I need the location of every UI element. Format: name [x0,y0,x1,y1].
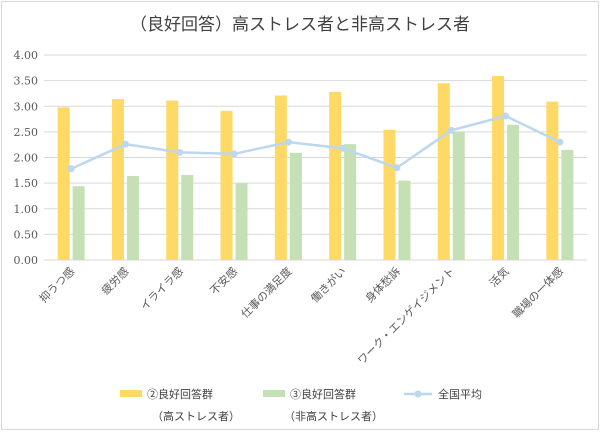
chart-title: （良好回答）高ストレス者と非高ストレス者 [130,15,470,35]
x-tick-label: 疲労感 [98,264,131,297]
y-tick-label: 3.00 [14,100,39,113]
national-average-point [393,164,401,172]
legend-sublabel-high-stress: （高ストレス者） [152,409,240,423]
bar-high-stress [329,91,342,261]
legend-sublabel-non-high-stress: （非高ストレス者） [284,409,383,423]
national-average-point [502,112,510,120]
legend-marker-national-average [414,390,422,398]
bar-high-stress [546,101,559,260]
y-tick-label: 2.50 [14,126,39,139]
y-tick-label: 2.00 [14,152,39,165]
bar-non-high-stress [289,152,302,260]
bar-high-stress [492,76,505,260]
bar-non-high-stress [235,183,248,260]
y-tick-label: 1.50 [14,177,39,190]
national-average-point [339,144,347,152]
bar-non-high-stress [126,175,139,260]
x-tick-label: 抑うつ感 [36,264,77,305]
bar-non-high-stress [72,186,85,260]
legend-swatch-high-stress [120,390,142,397]
bar-high-stress [383,129,396,260]
legend-swatch-non-high-stress [263,390,285,397]
bar-non-high-stress [561,149,574,260]
y-tick-label: 0.50 [14,228,39,241]
national-average-polyline [70,114,561,170]
legend: ②良好回答群 （高ストレス者） ③良好回答群 （非高ストレス者） 全国平均 [120,387,482,423]
bars [57,76,574,261]
legend-label-high-stress: ②良好回答群 [147,387,213,401]
bar-non-high-stress [507,124,520,260]
y-axis-ticks: 0.00 0.50 1.00 1.50 2.00 2.50 3.00 3.50 4.00 [14,49,39,267]
bar-high-stress [437,83,450,260]
bar-high-stress [220,110,233,260]
bar-non-high-stress [181,174,194,260]
y-tick-label: 0.00 [14,254,39,267]
bar-non-high-stress [452,131,465,260]
y-tick-label: 3.50 [14,75,39,88]
x-tick-label: 身体愁訴 [362,264,403,305]
bar-non-high-stress [344,144,357,260]
national-average-point [284,138,292,146]
legend-label-national-average: 全国平均 [438,387,482,401]
y-tick-label: 1.00 [14,203,39,216]
x-tick-label: 職場の一体感 [509,264,566,321]
national-average-point [556,138,564,146]
gridlines [44,54,587,261]
x-tick-label: 活気 [486,264,511,289]
x-tick-label: ワーク・エンゲイジメント [355,265,457,367]
national-average-point [176,148,184,156]
national-average-point [67,165,75,173]
legend-label-non-high-stress: ③良好回答群 [290,387,356,401]
national-average-point [447,126,455,134]
bar-high-stress [111,99,124,260]
national-average-point [230,150,238,158]
y-tick-label: 4.00 [14,49,39,62]
bar-high-stress [166,100,179,260]
bar-non-high-stress [398,180,411,260]
x-tick-label: 不安感 [207,264,240,297]
x-tick-label: イライラ感 [138,265,186,313]
x-tick-label: 働きがい [308,264,349,305]
bar-high-stress [57,107,70,261]
x-tick-label: 仕事の満足度 [238,264,295,321]
national-average-point [121,140,129,148]
bar-line-chart: （良好回答）高ストレス者と非高ストレス者 0.00 0.50 1.00 1.50 2.0… [14,15,587,423]
bar-high-stress [274,95,287,260]
national-average-line [67,112,564,173]
